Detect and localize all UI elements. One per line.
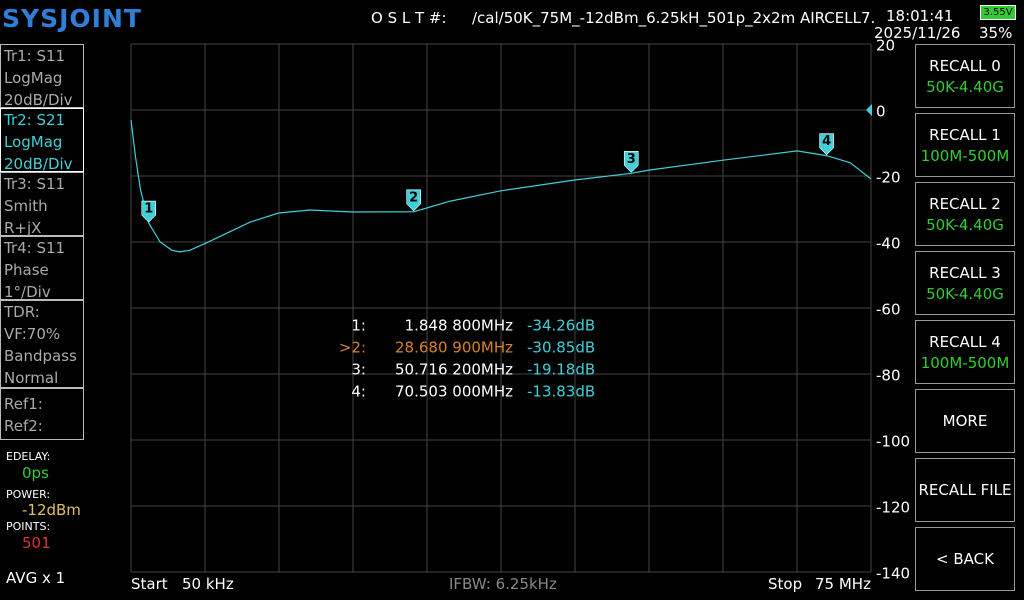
marker-flag (141, 200, 157, 223)
button-label: RECALL 3 (929, 263, 1001, 282)
marker-row-label: 4: (351, 383, 366, 401)
button-label: RECALL 0 (929, 56, 1001, 75)
trace-line: Tr3: S11 (4, 175, 66, 193)
marker-freq: 50.716 200MHz (395, 361, 513, 379)
marker-id: 4 (822, 134, 831, 149)
button[interactable]: RECALL FILE (915, 458, 1015, 522)
start-value: 50 kHz (182, 575, 234, 593)
y-tick-label: -140 (876, 565, 910, 583)
marker-row-label: 3: (351, 361, 366, 379)
avg: AVG x 1 (6, 569, 66, 587)
points-label: POINTS: (6, 520, 51, 533)
marker-row-label: >2: (339, 339, 366, 357)
y-tick-label: -20 (876, 169, 901, 187)
y-tick-label: 20 (876, 37, 895, 55)
ref-box: Ref1: Ref2: (0, 388, 84, 440)
battery: 3.55V (980, 5, 1016, 20)
tdr-line: Bandpass (4, 347, 77, 365)
trace-line: 20dB/Div (4, 91, 73, 109)
button-label: < BACK (936, 550, 994, 568)
trace-box: Tr2: S21 LogMag 20dB/Div (0, 108, 84, 173)
button[interactable]: RECALL 2 50K-4.40G (915, 182, 1015, 246)
trace-line: Smith (4, 197, 48, 215)
time: 18:01:41 (886, 7, 954, 25)
y-tick-label: -120 (876, 499, 910, 517)
y-tick-label: -100 (876, 433, 910, 451)
start-label: Start (131, 575, 168, 593)
tdr-line: Normal (4, 369, 59, 387)
tdr-line: TDR: (4, 303, 40, 321)
power: -12dBm (22, 501, 81, 519)
date: 2025/11/26 (874, 24, 961, 42)
marker-value: -19.18dB (527, 361, 595, 379)
button-label: RECALL 1 (929, 125, 1001, 144)
trace-box: Tr1: S11 LogMag 20dB/Div (0, 44, 84, 109)
tdr-line: VF:70% (4, 325, 61, 343)
marker-id: 2 (409, 190, 418, 205)
cal-label: O S L T #: (371, 9, 447, 27)
marker-value: -13.83dB (527, 383, 595, 401)
y-tick-label: -40 (876, 235, 901, 253)
trace-line: LogMag (4, 133, 63, 151)
button-label: RECALL FILE (918, 481, 1012, 499)
button[interactable]: RECALL 1 100M-500M (915, 113, 1015, 177)
button-label: RECALL 4 (929, 332, 1001, 351)
marker-id: 1 (144, 202, 153, 217)
points: 501 (22, 534, 51, 552)
ref-line: Ref1: (4, 395, 43, 413)
trace-line: R+jX (4, 219, 42, 237)
trace-line: LogMag (4, 69, 63, 87)
button-label: MORE (942, 412, 988, 430)
button-sub: 50K-4.40G (926, 77, 1004, 96)
button-label: RECALL 2 (929, 194, 1001, 213)
reference-marker (866, 104, 872, 116)
button[interactable]: < BACK (915, 527, 1015, 591)
trace-box: Tr4: S11 Phase 1°/Div (0, 236, 84, 301)
marker-freq: 28.680 900MHz (395, 339, 513, 357)
stop-label: Stop (768, 575, 803, 593)
button[interactable]: MORE (915, 389, 1015, 453)
trace-box: Tr3: S11 Smith R+jX (0, 172, 84, 237)
marker-value: -30.85dB (527, 339, 595, 357)
power-label: POWER: (6, 488, 51, 501)
marker-flag (819, 133, 834, 156)
y-tick-label: 0 (876, 103, 886, 121)
button-sub: 100M-500M (920, 146, 1010, 165)
marker-row-label: 1: (351, 317, 366, 335)
y-tick-label: -60 (876, 301, 901, 319)
marker-freq: 70.503 000MHz (395, 383, 513, 401)
trace-line: Tr2: S21 (4, 111, 66, 129)
trace-line: Tr4: S11 (4, 239, 66, 257)
ifbw: IFBW: 6.25kHz (449, 575, 557, 593)
button-sub: 50K-4.40G (926, 215, 1004, 234)
trace-line: 1°/Div (4, 283, 51, 301)
edelay: 0ps (22, 464, 49, 482)
stop-value: 75 MHz (815, 575, 871, 593)
marker-value: -34.26dB (527, 317, 595, 335)
trace-line: 20dB/Div (4, 155, 73, 173)
edelay-label: EDELAY: (6, 450, 51, 463)
button-sub: 100M-500M (920, 353, 1010, 372)
button[interactable]: RECALL 3 50K-4.40G (915, 251, 1015, 315)
button[interactable]: RECALL 4 100M-500M (915, 320, 1015, 384)
battery-percent: 35% (979, 24, 1013, 42)
marker-flag (406, 189, 421, 212)
ref-line: Ref2: (4, 417, 43, 435)
trace-line: Tr1: S11 (4, 47, 66, 65)
button-sub: 50K-4.40G (926, 284, 1004, 303)
trace-line: Phase (4, 261, 49, 279)
trace (130, 119, 872, 253)
marker-id: 3 (627, 152, 636, 167)
logo: SYSJOINT (2, 4, 142, 33)
button[interactable]: RECALL 0 50K-4.40G (915, 44, 1015, 108)
tdr-box: TDR: VF:70% Bandpass Normal (0, 300, 84, 388)
y-tick-label: -80 (876, 367, 901, 385)
cal-file: /cal/50K_75M_-12dBm_6.25kH_501p_2x2m AIR… (472, 9, 876, 27)
marker-freq: 1.848 800MHz (405, 317, 514, 335)
marker-flag (623, 150, 639, 173)
